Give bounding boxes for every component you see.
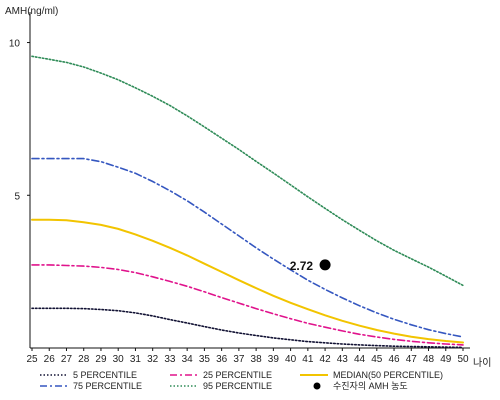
x-tick-label: 47 [406, 354, 418, 365]
series-line-4 [31, 55, 464, 287]
x-tick-label: 38 [251, 354, 263, 365]
legend-label: MEDIAN(50 PERCENTILE) [333, 370, 443, 380]
x-tick-label: 43 [337, 354, 349, 365]
legend-marker-patient [313, 382, 321, 390]
series-line-2 [31, 218, 464, 344]
x-ticks: 25 26 27 28 29 30 31 32 33 34 35 36 37 38 39 40 41 42 43 44… [26, 348, 469, 365]
y-axis-title: AMH(ng/ml) [5, 6, 58, 17]
series-line-0 [31, 307, 464, 349]
x-tick-label: 32 [147, 354, 159, 365]
x-tick-label: 45 [371, 354, 383, 365]
x-tick-label: 25 [26, 354, 38, 365]
x-tick-label: 44 [354, 354, 366, 365]
legend-label: 95 PERCENTILE [203, 381, 272, 391]
legend-label: 5 PERCENTILE [73, 370, 137, 380]
x-tick-label: 41 [302, 354, 314, 365]
y-tick-label: 5 [14, 191, 20, 202]
highlight-layer: 2.72 [290, 259, 331, 273]
x-tick-label: 37 [233, 354, 245, 365]
legend-label: 75 PERCENTILE [73, 381, 142, 391]
x-tick-label: 33 [164, 354, 176, 365]
x-tick-label: 30 [113, 354, 125, 365]
legend: 5 PERCENTILE 25 PERCENTILE MEDIAN(50 PERCE… [40, 370, 443, 391]
x-tick-label: 39 [268, 354, 280, 365]
x-tick-label: 40 [285, 354, 297, 365]
x-axis-title: 나이 [473, 357, 491, 369]
series-layer [31, 55, 464, 349]
series-line-1 [31, 264, 464, 346]
x-tick-label: 48 [423, 354, 435, 365]
legend-label: 수진자의 AMH 농도 [333, 381, 408, 391]
patient-amh-value-label: 2.72 [290, 259, 314, 273]
axes [29, 12, 470, 349]
x-tick-label: 34 [182, 354, 194, 365]
x-tick-label: 31 [130, 354, 142, 365]
x-tick-label: 27 [61, 354, 73, 365]
x-tick-label: 26 [44, 354, 56, 365]
x-tick-label: 46 [388, 354, 400, 365]
patient-amh-point [319, 259, 331, 271]
legend-label: 25 PERCENTILE [203, 370, 272, 380]
series-line-3 [31, 157, 464, 338]
x-tick-label: 29 [95, 354, 107, 365]
x-tick-label: 35 [199, 354, 211, 365]
x-tick-label: 50 [457, 354, 469, 365]
x-tick-label: 49 [440, 354, 452, 365]
y-tick-label: 10 [9, 39, 21, 50]
x-tick-label: 28 [78, 354, 90, 365]
y-ticks: 5 10 [9, 39, 30, 202]
x-tick-label: 42 [320, 354, 332, 365]
x-tick-label: 36 [216, 354, 228, 365]
